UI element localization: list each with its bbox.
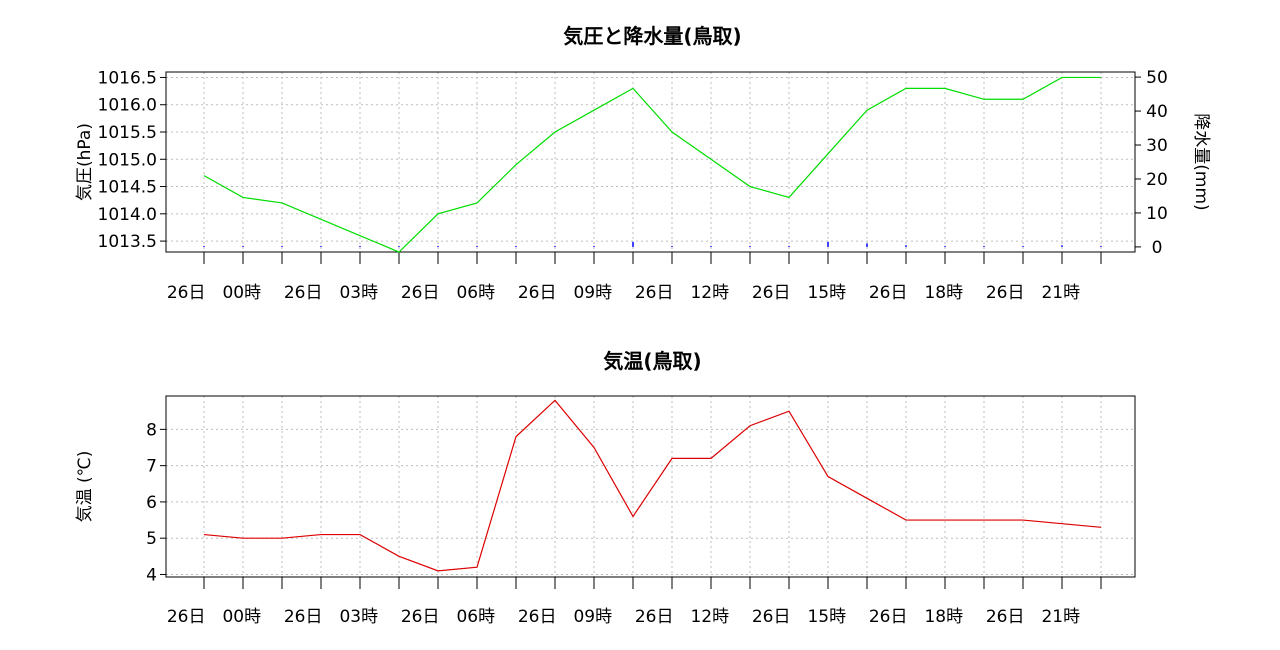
x-tick-label: 26日 09時	[518, 283, 612, 303]
y-tick-label: 1014.0	[98, 205, 157, 225]
x-tick-label: 26日 03時	[284, 607, 378, 627]
pressure-precip-panel: 気圧と降水量(鳥取) 1013.5 1014.0 1014.5 1015.0 1015.5…	[75, 24, 1211, 303]
x-tick-label: 26日 21時	[986, 283, 1080, 303]
y-tick-label: 6	[146, 493, 157, 513]
x-tick-label: 26日 21時	[986, 607, 1080, 627]
temperature-panel: 気温(鳥取) 4 5 6 7 8 気温 (℃) 26日 00時 26日 03時 26日 06時 26…	[75, 349, 1136, 627]
y2-tick-label: 10	[1146, 204, 1168, 224]
x-tick-label: 26日 06時	[401, 607, 495, 627]
x-tick-label: 26日 18時	[869, 283, 963, 303]
x-tick-label: 26日 12時	[635, 607, 729, 627]
chart-title: 気圧と降水量(鳥取)	[563, 24, 741, 48]
y-axis-label: 気温 (℃)	[75, 451, 95, 523]
pressure-line	[203, 76, 1101, 253]
y2-axis-label: 降水量(mm)	[1191, 113, 1211, 210]
x-tick-label: 26日 15時	[752, 283, 846, 303]
y-tick-label: 1015.0	[98, 150, 157, 170]
y2-tick-label: 50	[1146, 68, 1168, 88]
y-tick-label: 1013.5	[98, 232, 157, 252]
x-tick-label: 26日 15時	[752, 607, 846, 627]
x-tick-label: 26日 00時	[167, 283, 261, 303]
y-tick-label: 1015.5	[98, 123, 157, 143]
y-tick-label: 7	[146, 457, 157, 477]
x-tick-label: 26日 18時	[869, 607, 963, 627]
y-tick-label: 4	[146, 565, 157, 585]
y2-tick-label: 0	[1152, 238, 1163, 258]
plot-frame	[165, 395, 1136, 578]
y2-tick-label: 30	[1146, 136, 1168, 156]
x-tick-label: 26日 06時	[401, 283, 495, 303]
y-tick-label: 5	[146, 529, 157, 549]
y-axis-label: 気圧(hPa)	[75, 123, 95, 201]
chart-title: 気温(鳥取)	[603, 349, 701, 373]
x-tick-label: 26日 09時	[518, 607, 612, 627]
x-tick-label: 26日 12時	[635, 283, 729, 303]
y-tick-label: 1016.0	[98, 96, 157, 116]
y2-tick-label: 20	[1146, 170, 1168, 190]
temperature-line	[203, 399, 1102, 572]
y-tick-label: 1014.5	[98, 178, 157, 198]
y-tick-label: 1016.5	[98, 68, 157, 88]
y2-tick-label: 40	[1146, 102, 1168, 122]
x-tick-label: 26日 03時	[284, 283, 378, 303]
y-tick-label: 8	[146, 420, 157, 440]
plot-frame	[165, 71, 1136, 253]
x-tick-label: 26日 00時	[167, 607, 261, 627]
